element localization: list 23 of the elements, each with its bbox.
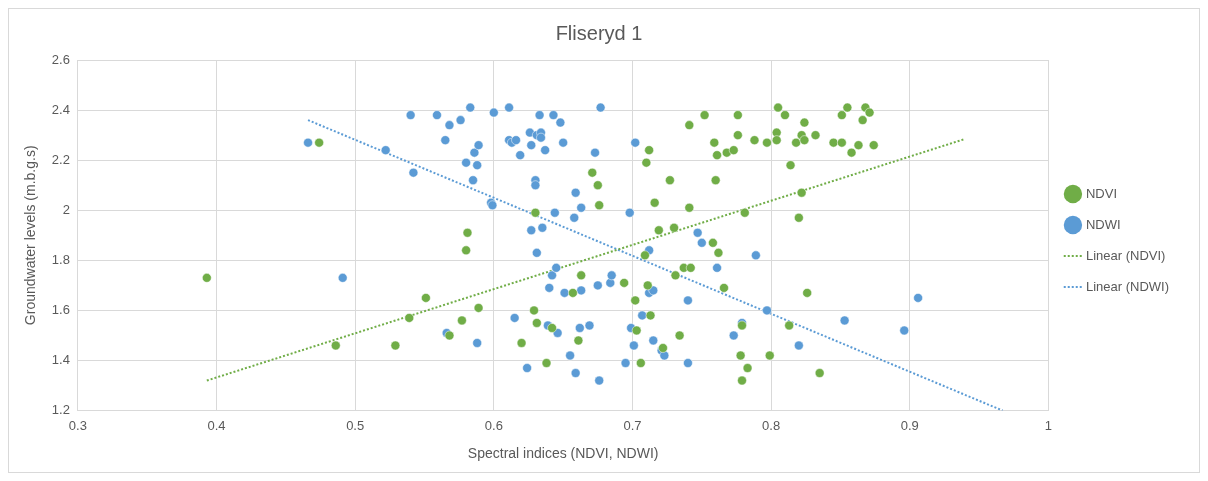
legend-label: Linear (NDVI) <box>1085 247 1166 263</box>
x-tick-label: 0.5 <box>346 417 365 433</box>
x-tick-label: 0.4 <box>207 417 226 433</box>
x-axis-title: Spectral indices (NDVI, NDWI) <box>467 445 659 462</box>
x-tick-label: 0.9 <box>900 417 919 433</box>
y-tick-label: 1.4 <box>51 352 70 368</box>
legend-label: NDWI <box>1085 216 1121 232</box>
x-tick-label: 0.8 <box>762 417 781 433</box>
x-tick-label: 0.6 <box>484 417 503 433</box>
x-tick-label: 0.7 <box>623 417 642 433</box>
y-tick-label: 1.8 <box>51 251 70 267</box>
y-tick-label: 2 <box>62 201 70 217</box>
chart-title: Fliseryd 1 <box>555 21 643 44</box>
x-tick-label: 1 <box>1044 417 1053 433</box>
x-tick-label: 0.3 <box>68 417 87 433</box>
y-tick-label: 2.4 <box>51 101 70 117</box>
y-tick-label: 1.6 <box>51 302 70 318</box>
y-tick-label: 2.2 <box>51 151 70 167</box>
legend-label: Linear (NDWI) <box>1085 278 1170 294</box>
y-tick-label: 1.2 <box>51 402 70 418</box>
y-axis-title: Groundwater levels (m.b.g.s) <box>22 145 39 326</box>
legend-label: NDVI <box>1085 185 1117 201</box>
y-tick-label: 2.6 <box>51 51 70 67</box>
